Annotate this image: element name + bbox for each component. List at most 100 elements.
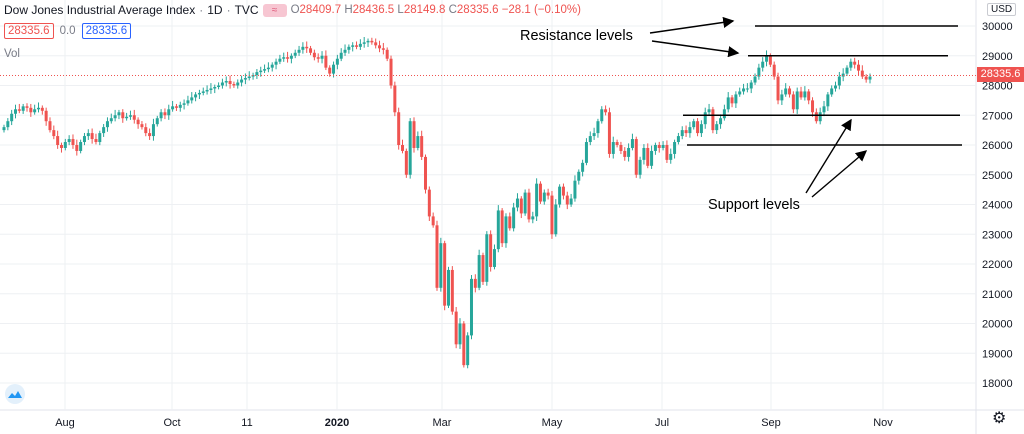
- candle-body: [523, 192, 527, 214]
- candle-body: [527, 192, 531, 220]
- candle-body: [205, 89, 209, 92]
- candle-body: [370, 40, 374, 43]
- candle-body: [381, 48, 385, 50]
- candle-body: [201, 91, 205, 93]
- candle-body: [17, 109, 21, 111]
- candle-body: [814, 112, 818, 122]
- candle-body: [312, 52, 316, 58]
- candle-body: [860, 70, 864, 77]
- gear-icon[interactable]: ⚙: [992, 410, 1007, 427]
- candle-body: [596, 121, 600, 134]
- candle-body: [355, 45, 359, 47]
- currency-label[interactable]: USD: [987, 3, 1017, 16]
- y-tick-label: 26000: [982, 140, 1013, 152]
- candle-body: [132, 115, 136, 120]
- candle-body: [251, 75, 255, 77]
- support-arrow: [805, 118, 852, 194]
- tradingview-logo-icon[interactable]: [5, 384, 25, 404]
- price-box[interactable]: 28335.6: [4, 23, 54, 39]
- candle-body: [443, 243, 447, 306]
- candle-body: [822, 106, 826, 113]
- candle-body: [730, 97, 734, 104]
- candle-body: [320, 55, 324, 59]
- candle-body: [48, 121, 52, 131]
- candle-body: [240, 79, 244, 83]
- price-box-blue[interactable]: 28335.6: [81, 23, 132, 39]
- candle-body: [807, 91, 811, 101]
- resistance-annotation: Resistance levels: [520, 28, 633, 44]
- candle-body: [726, 97, 730, 110]
- candle-body: [404, 150, 408, 175]
- candle-body: [780, 94, 784, 101]
- candle-body: [301, 46, 305, 50]
- candle-body: [462, 323, 466, 366]
- x-tick-label: Nov: [873, 417, 893, 429]
- candle-body: [362, 42, 366, 44]
- candle-body: [592, 133, 596, 137]
- candle-body: [646, 147, 650, 166]
- candle-body: [504, 216, 508, 244]
- candle-body: [550, 195, 554, 235]
- interval-label[interactable]: 1D: [207, 3, 223, 17]
- candle-body: [830, 88, 834, 95]
- candle-body: [75, 145, 79, 151]
- candle-body: [182, 103, 186, 105]
- candle-body: [768, 55, 772, 65]
- candle-body: [623, 150, 627, 157]
- candle-body: [761, 61, 765, 68]
- candle-body: [803, 91, 807, 98]
- candle-body: [845, 67, 849, 74]
- candle-body: [274, 61, 278, 65]
- candle-body: [853, 61, 857, 65]
- candle-body: [378, 45, 382, 49]
- candle-body: [688, 127, 692, 134]
- candle-body: [186, 100, 190, 104]
- candle-body: [167, 109, 171, 116]
- candle-body: [125, 116, 129, 119]
- ohlc-values: O28409.7 H28436.5 L28149.8 C28335.6 −28.…: [290, 4, 581, 16]
- candle-body: [25, 106, 29, 108]
- candle-body: [811, 100, 815, 113]
- candle-body: [837, 76, 841, 86]
- volume-label[interactable]: Vol: [4, 48, 20, 60]
- candle-body: [615, 142, 619, 145]
- candle-body: [90, 133, 94, 140]
- compare-badge[interactable]: ≈: [262, 3, 287, 17]
- symbol-title[interactable]: Dow Jones Industrial Average Index: [4, 3, 196, 17]
- candle-body: [56, 136, 60, 145]
- candle-body: [849, 61, 853, 68]
- x-tick-label: 11: [241, 417, 252, 429]
- candle-body: [6, 121, 10, 128]
- candle-body: [699, 124, 703, 134]
- candle-body: [512, 207, 516, 229]
- candle-body: [676, 136, 680, 143]
- candle-body: [247, 76, 251, 79]
- candle-body: [102, 127, 106, 134]
- candle-body: [217, 85, 221, 87]
- candle-body: [358, 43, 362, 47]
- candle-body: [98, 133, 102, 143]
- x-tick-label: Jul: [655, 417, 669, 429]
- candle-body: [753, 76, 757, 83]
- candle-body: [416, 136, 420, 148]
- candle-body: [224, 81, 228, 83]
- candle-body: [82, 136, 86, 143]
- candle-body: [634, 139, 638, 175]
- y-tick-label: 29000: [982, 51, 1013, 63]
- candle-body: [136, 119, 140, 125]
- y-tick-label: 21000: [982, 289, 1013, 301]
- candle-body: [94, 139, 98, 143]
- candle-body: [228, 81, 232, 85]
- y-tick-label: 27000: [982, 110, 1013, 122]
- candle-body: [105, 121, 109, 128]
- candle-body: [542, 192, 546, 202]
- candle-body: [339, 52, 343, 59]
- candle-body: [607, 112, 611, 154]
- candle-body: [270, 64, 274, 68]
- candle-body: [473, 278, 477, 288]
- candle-body: [496, 210, 500, 250]
- candle-body: [864, 76, 868, 80]
- candle-body: [2, 127, 6, 131]
- candle-body: [335, 58, 339, 65]
